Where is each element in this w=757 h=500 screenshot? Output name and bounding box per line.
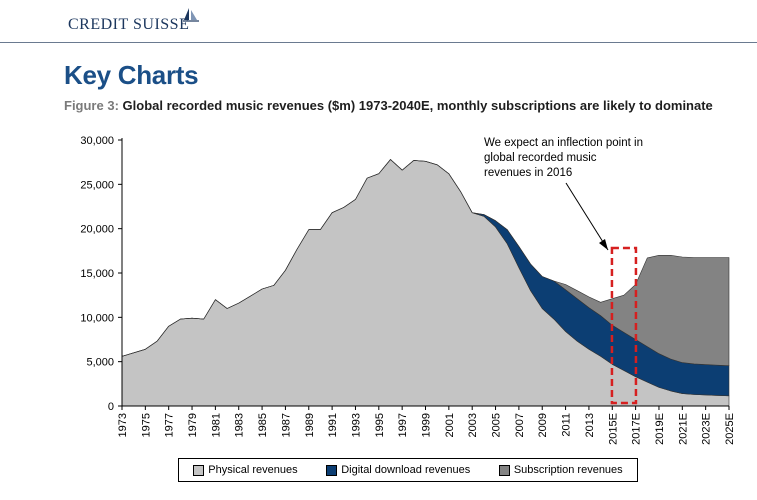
figure-caption: Figure 3: Global recorded music revenues… bbox=[64, 98, 744, 114]
x-tick-label: 2009 bbox=[537, 413, 549, 437]
x-tick-label: 2011 bbox=[561, 413, 573, 437]
y-tick-label: 15,000 bbox=[80, 268, 114, 280]
y-tick-label: 20,000 bbox=[80, 224, 114, 236]
x-tick-label: 1991 bbox=[327, 413, 339, 437]
x-tick-label: 2017E bbox=[631, 413, 643, 445]
legend-item-digital: Digital download revenues bbox=[326, 464, 470, 476]
sailboat-logo-icon bbox=[183, 8, 199, 22]
x-tick-label: 2021E bbox=[677, 413, 689, 445]
x-tick-label: 1975 bbox=[140, 413, 152, 437]
legend-swatch-subscription bbox=[498, 464, 510, 476]
page-title: Key Charts bbox=[64, 60, 199, 90]
x-tick-label: 2013 bbox=[584, 413, 596, 437]
annotation-text-line: We expect an inflection point in bbox=[484, 137, 643, 149]
x-tick-label: 1979 bbox=[187, 413, 199, 437]
figure-label: Figure 3: bbox=[64, 98, 119, 113]
annotation-arrow-line bbox=[565, 182, 609, 251]
x-tick-label: 2019E bbox=[654, 413, 666, 445]
figure-title: Global recorded music revenues ($m) 1973… bbox=[122, 98, 713, 113]
x-tick-label: 1993 bbox=[351, 413, 363, 437]
brand-name: CREDIT SUISSE bbox=[68, 16, 190, 33]
y-tick-label: 5,000 bbox=[86, 357, 114, 369]
legend-swatch-digital bbox=[326, 464, 338, 476]
x-tick-label: 1999 bbox=[421, 413, 433, 437]
x-tick-label: 1989 bbox=[304, 413, 316, 437]
y-tick-label: 30,000 bbox=[80, 135, 114, 147]
legend-label-subscription: Subscription revenues bbox=[513, 464, 623, 476]
x-tick-label: 1983 bbox=[234, 413, 246, 437]
header-divider bbox=[0, 42, 757, 43]
x-tick-label: 2025E bbox=[724, 413, 736, 445]
inflection-highlight-box bbox=[610, 246, 638, 405]
x-tick-label: 1985 bbox=[257, 413, 269, 437]
legend-swatch-physical bbox=[193, 464, 205, 476]
legend-label-physical: Physical revenues bbox=[208, 464, 298, 476]
x-tick-label: 2005 bbox=[491, 413, 503, 437]
legend-item-subscription: Subscription revenues bbox=[498, 464, 623, 476]
legend-label-digital: Digital download revenues bbox=[341, 464, 471, 476]
x-tick-label: 2023E bbox=[701, 413, 713, 445]
annotation-text-line: revenues in 2016 bbox=[484, 167, 572, 179]
x-tick-label: 2003 bbox=[467, 413, 479, 437]
credit-suisse-logo: CREDIT SUISSE bbox=[68, 6, 199, 38]
annotation-text-line: global recorded music bbox=[484, 152, 597, 164]
x-tick-label: 1977 bbox=[164, 413, 176, 437]
x-tick-label: 1995 bbox=[374, 413, 386, 437]
chart-legend: Physical revenues Digital download reven… bbox=[178, 458, 638, 482]
y-tick-label: 25,000 bbox=[80, 179, 114, 191]
annotation-arrow-head bbox=[599, 239, 608, 250]
x-tick-label: 1973 bbox=[117, 413, 129, 437]
legend-item-physical: Physical revenues bbox=[193, 464, 298, 476]
revenue-area-chart: 0 5,000 10,000 15,000 20,000 25,000 30,000 1973… bbox=[80, 135, 736, 445]
y-tick-label: 0 bbox=[108, 401, 114, 413]
x-tick-label: 1987 bbox=[280, 413, 292, 437]
x-tick-label: 2001 bbox=[444, 413, 456, 437]
x-tick-label: 1997 bbox=[397, 413, 409, 437]
subscription-revenues-area bbox=[121, 159, 730, 366]
x-tick-label: 1981 bbox=[210, 413, 222, 437]
x-tick-label: 2015E bbox=[607, 413, 619, 445]
y-tick-label: 10,000 bbox=[80, 312, 114, 324]
x-tick-label: 2007 bbox=[514, 413, 526, 437]
